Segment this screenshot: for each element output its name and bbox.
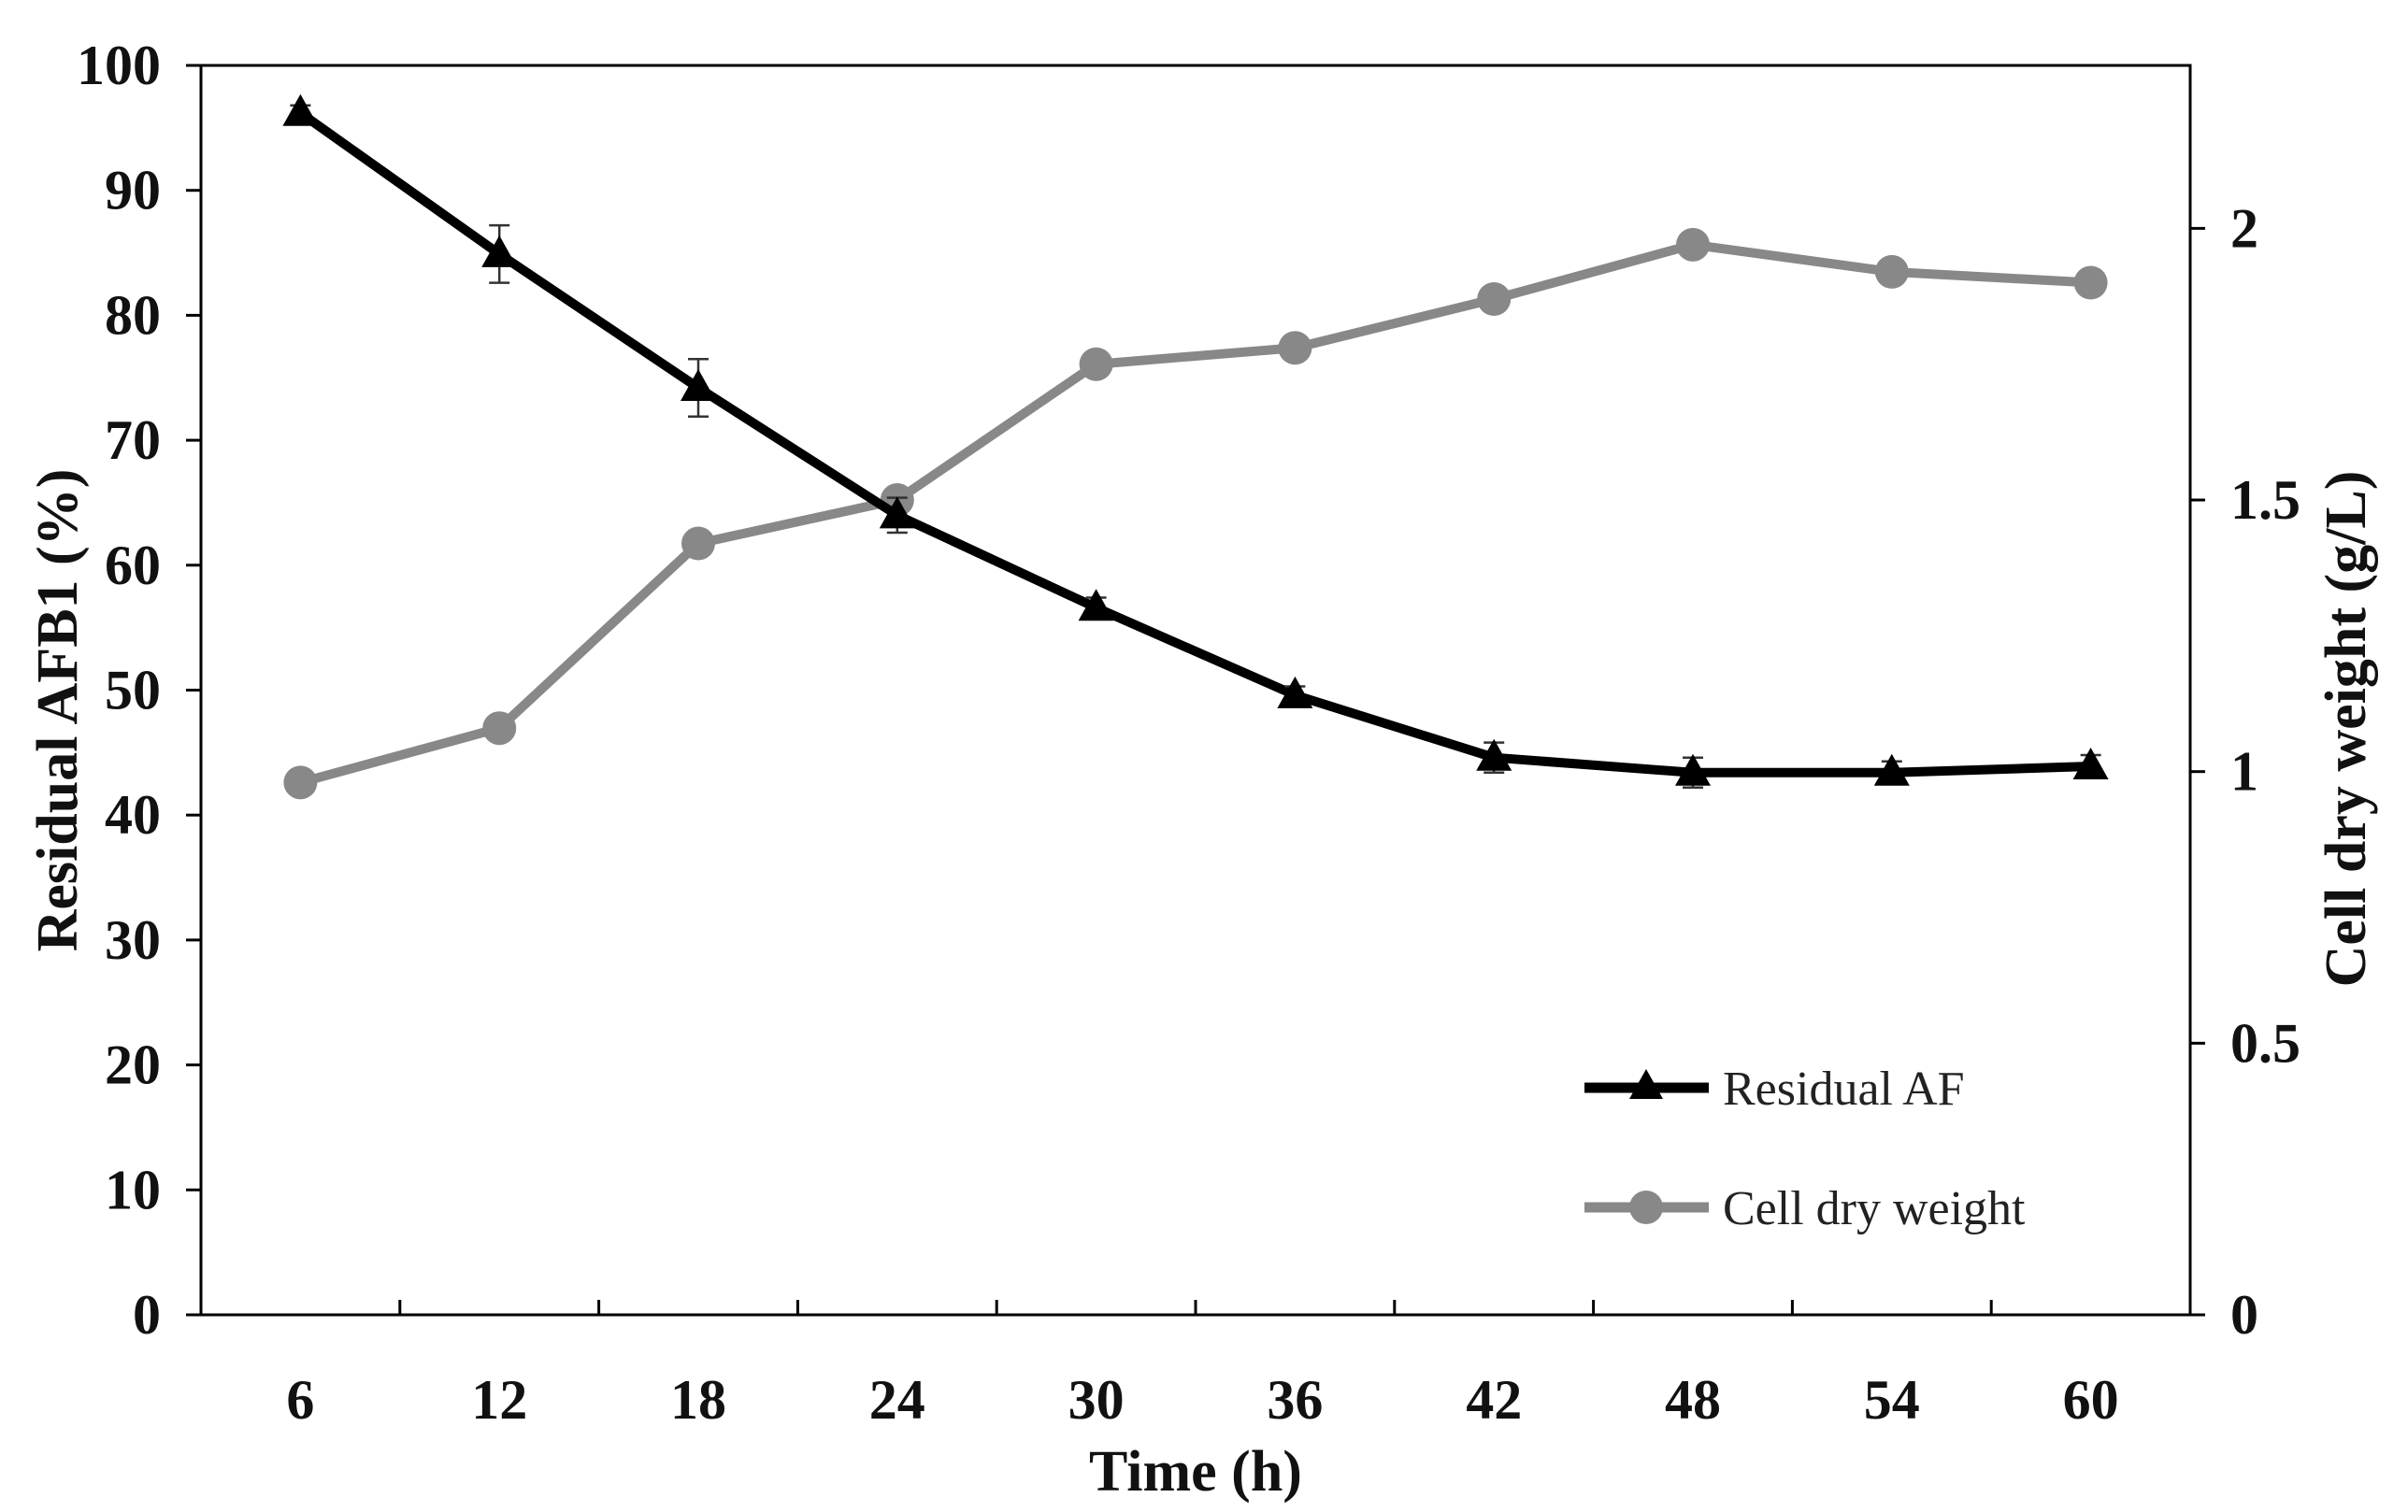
x-tick-label: 18 (670, 1369, 726, 1431)
circle-marker (1874, 254, 1909, 289)
left-y-tick-label: 0 (133, 1284, 161, 1346)
series-residual-af (282, 93, 2109, 790)
triangle-marker (1078, 589, 1114, 621)
x-axis-title: Time (h) (1089, 1440, 1302, 1504)
series-cell-dry-weight (283, 227, 2108, 800)
right-y-tick-label: 2 (2230, 197, 2258, 259)
circle-marker (681, 526, 715, 561)
circle-marker (2073, 265, 2108, 300)
left-y-tick-label: 40 (105, 784, 161, 846)
left-y-tick-label: 100 (77, 35, 161, 96)
left-y-tick-label: 80 (105, 284, 161, 346)
triangle-marker (282, 93, 319, 126)
left-y-tick-label: 90 (105, 160, 161, 221)
x-tick-label: 36 (1267, 1369, 1323, 1431)
legend-entry-residual-af: Residual AF (1584, 1063, 1965, 1116)
right-y-axis-ticks: 0 0.5 1 1.5 2 (2190, 197, 2300, 1346)
triangle-marker (1277, 676, 1313, 708)
left-y-tick-label: 60 (105, 535, 161, 596)
x-tick-label: 48 (1665, 1369, 1721, 1431)
left-y-tick-label: 70 (105, 409, 161, 471)
left-y-axis-ticks: 0 10 20 30 40 50 60 70 80 90 100 (77, 35, 201, 1346)
triangle-marker (1476, 738, 1512, 771)
left-y-axis-title: Residual AFB1 (%) (26, 469, 90, 952)
triangle-marker (1873, 753, 1910, 786)
x-tick-label: 30 (1068, 1369, 1125, 1431)
right-y-tick-label: 1.5 (2230, 469, 2300, 531)
x-tick-label: 60 (2063, 1369, 2119, 1431)
x-tick-label: 6 (286, 1369, 314, 1431)
right-y-tick-label: 0.5 (2230, 1012, 2300, 1074)
legend-triangle-marker (1629, 1069, 1663, 1099)
triangle-marker (681, 368, 716, 401)
x-tick-label: 54 (1864, 1369, 1920, 1431)
left-y-tick-label: 20 (105, 1034, 161, 1096)
circle-marker (1278, 331, 1312, 365)
circle-marker (1676, 227, 1710, 262)
legend-label-cell-dry-weight: Cell dry weight (1723, 1182, 2026, 1235)
series-line-residual-af (297, 108, 2091, 777)
series-line-cell-dry-weight (299, 239, 2091, 788)
left-y-tick-label: 50 (105, 660, 161, 721)
triangle-marker (1675, 753, 1711, 786)
right-y-tick-label: 1 (2230, 741, 2258, 803)
x-axis-ticks: 6 12 18 24 30 36 42 48 54 60 (286, 1300, 2119, 1431)
triangle-marker (2072, 748, 2109, 780)
legend-label-residual-af: Residual AF (1723, 1063, 1965, 1116)
circle-marker (283, 765, 318, 800)
left-y-tick-label: 30 (105, 909, 161, 971)
left-y-tick-label: 10 (105, 1159, 161, 1220)
x-tick-label: 42 (1466, 1369, 1522, 1431)
legend: Residual AF Cell dry weight (1584, 1063, 2026, 1235)
series-layer (282, 93, 2109, 800)
x-tick-label: 12 (471, 1369, 527, 1431)
circle-marker (1477, 281, 1512, 316)
x-tick-label: 24 (869, 1369, 925, 1431)
circle-marker (482, 711, 517, 746)
right-y-tick-label: 0 (2230, 1284, 2258, 1346)
right-y-axis-title: Cell dry weight (g/L) (2315, 471, 2378, 988)
circle-marker (1079, 347, 1113, 381)
triangle-marker (481, 235, 518, 267)
legend-circle-marker (1629, 1191, 1663, 1224)
triangle-marker (879, 496, 915, 529)
legend-entry-cell-dry-weight: Cell dry weight (1584, 1182, 2026, 1235)
